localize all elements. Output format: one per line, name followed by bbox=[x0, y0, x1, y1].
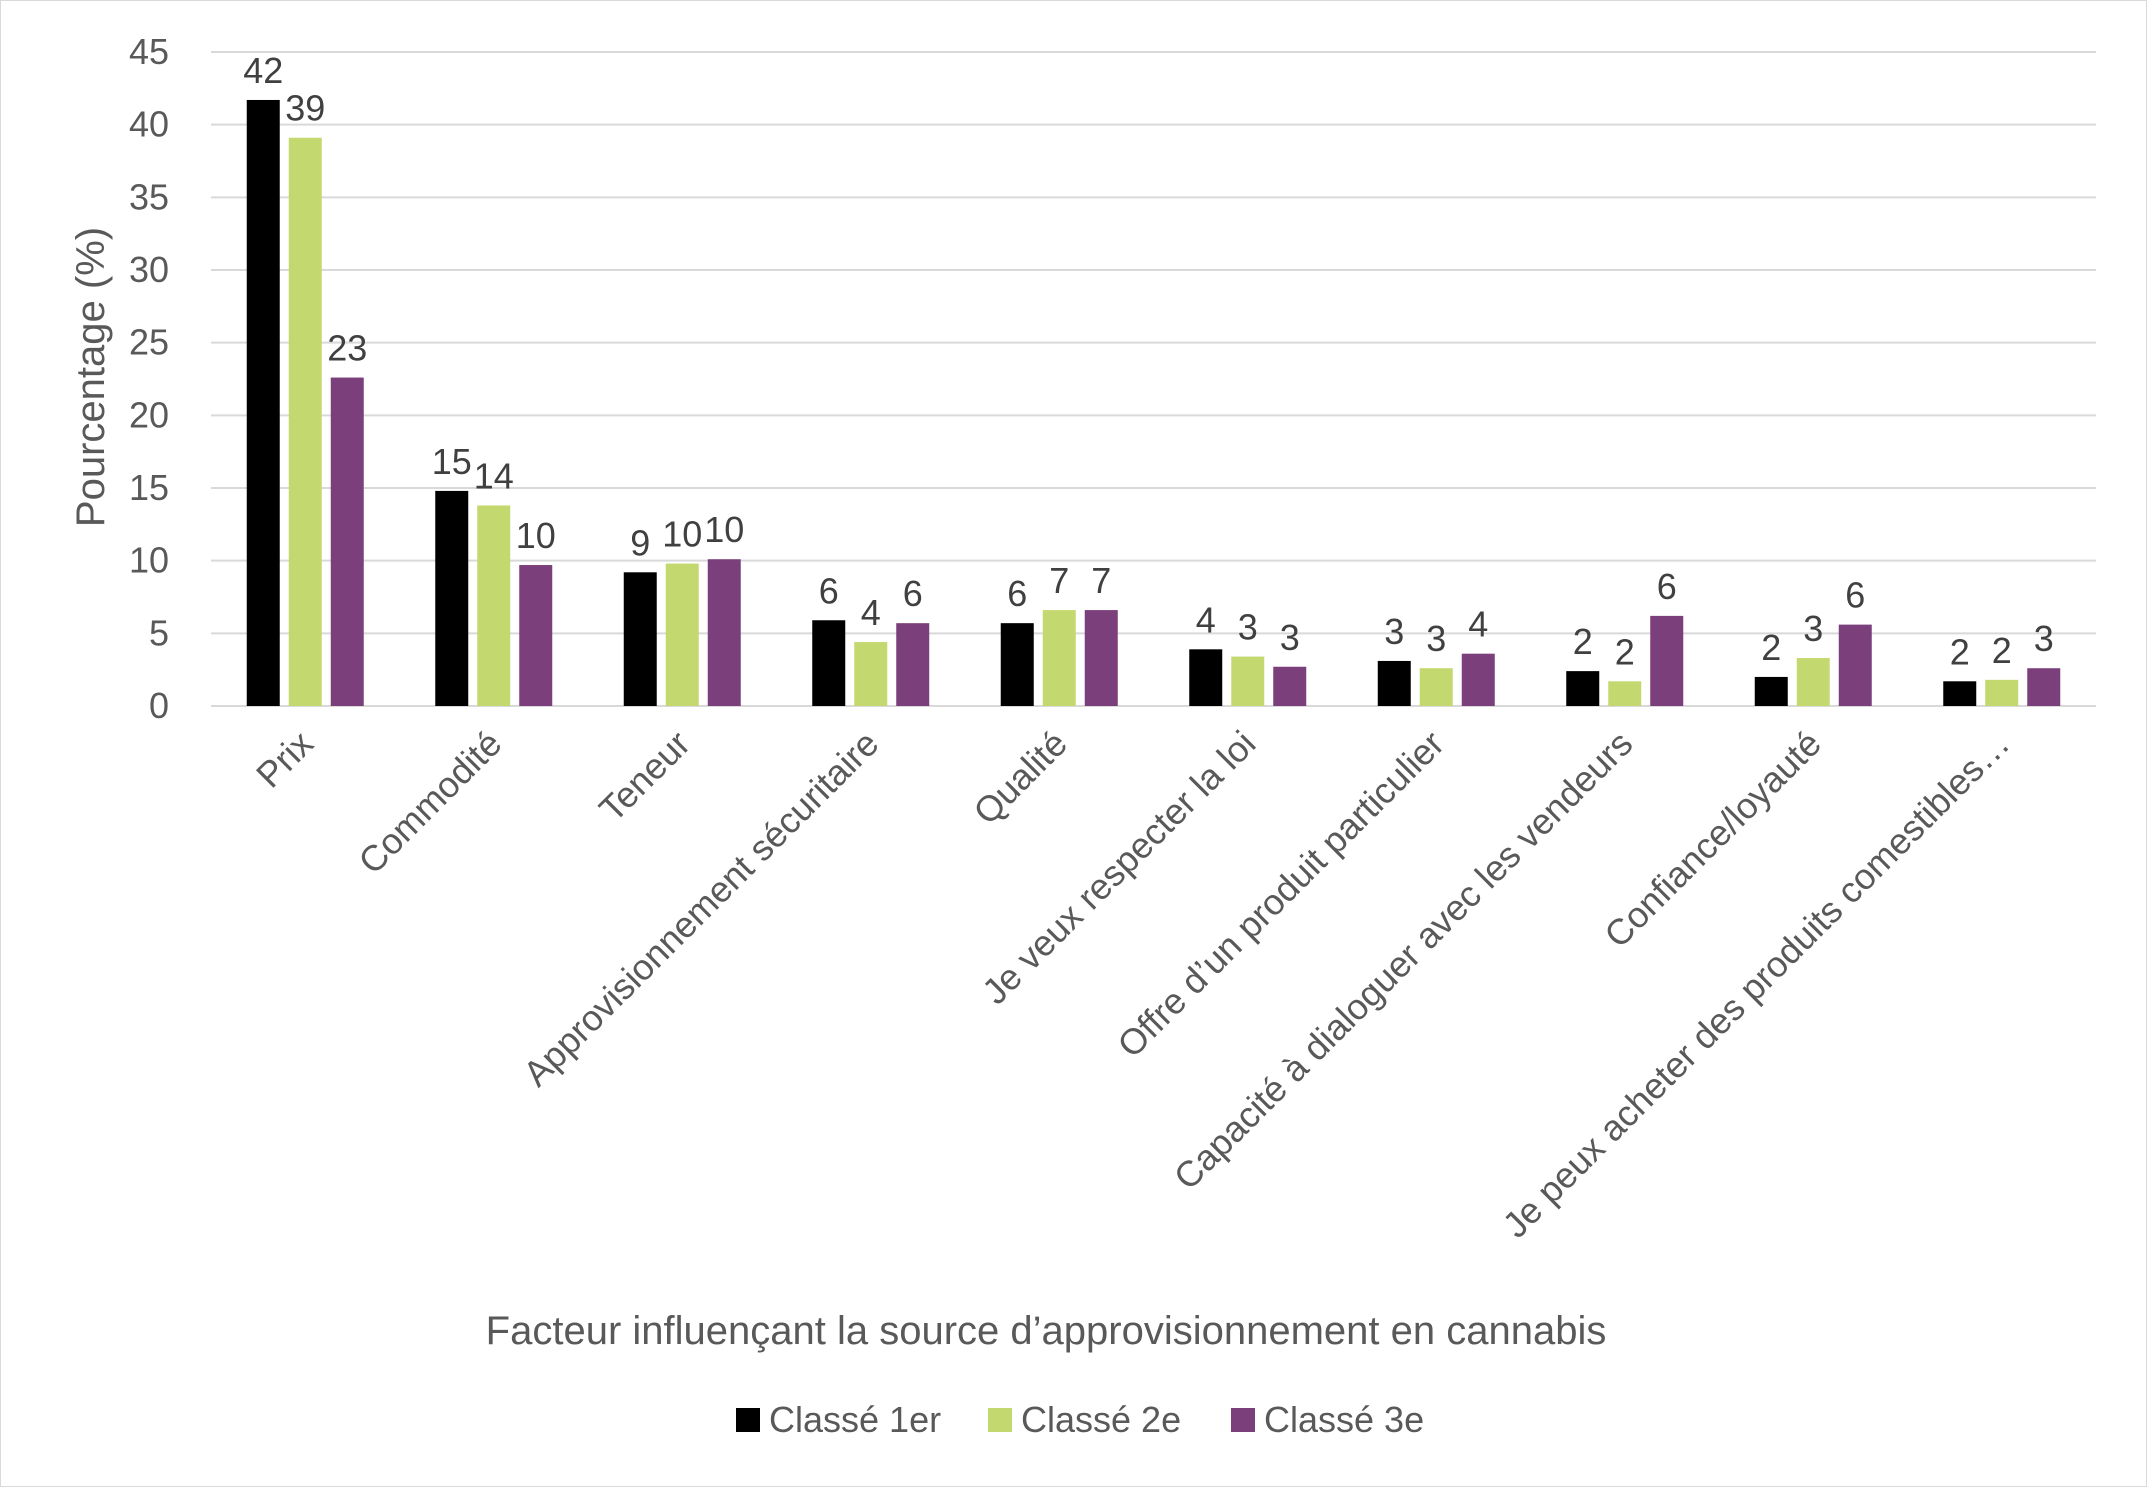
data-label: 3 bbox=[1803, 608, 1823, 649]
bar bbox=[1461, 653, 1495, 706]
bar bbox=[246, 99, 280, 706]
bars bbox=[246, 99, 2061, 706]
x-category-label: Approvisionnement sécuritaire bbox=[515, 723, 886, 1094]
legend-swatch bbox=[988, 1408, 1012, 1432]
bar bbox=[665, 563, 699, 706]
y-tick-label: 30 bbox=[129, 249, 169, 290]
bar bbox=[1985, 679, 2019, 706]
data-label: 42 bbox=[243, 50, 283, 91]
data-label: 6 bbox=[1007, 573, 1027, 614]
data-label: 3 bbox=[1426, 618, 1446, 659]
data-label: 3 bbox=[1280, 617, 1300, 658]
bar bbox=[812, 620, 846, 706]
data-label: 2 bbox=[1761, 627, 1781, 668]
x-category-label: Offre d’un produit particulier bbox=[1109, 723, 1452, 1066]
data-label: 4 bbox=[1196, 599, 1216, 640]
x-axis-title: Facteur influençant la source d’approvis… bbox=[486, 1309, 1607, 1353]
data-label: 7 bbox=[1091, 560, 1111, 601]
bar bbox=[1419, 668, 1453, 706]
data-label: 14 bbox=[474, 455, 514, 496]
y-tick-label: 15 bbox=[129, 467, 169, 508]
legend-swatch bbox=[736, 1408, 760, 1432]
y-axis-ticks: 0 5 10 15 20 25 30 35 40 45 bbox=[129, 31, 169, 726]
data-label: 10 bbox=[516, 515, 556, 556]
data-label: 2 bbox=[1573, 621, 1593, 662]
y-tick-label: 40 bbox=[129, 104, 169, 145]
data-label: 15 bbox=[432, 441, 472, 482]
legend-label: Classé 3e bbox=[1264, 1399, 1424, 1440]
bar bbox=[435, 490, 469, 706]
x-category-label: Qualité bbox=[965, 723, 1075, 833]
bar bbox=[1754, 676, 1788, 706]
y-axis-title: Pourcentage (%) bbox=[69, 227, 113, 527]
bar bbox=[477, 505, 511, 706]
bar bbox=[1566, 671, 1600, 706]
legend: Classé 1er Classé 2e Classé 3e bbox=[736, 1399, 1424, 1440]
bar bbox=[1608, 681, 1642, 706]
data-label: 6 bbox=[903, 573, 923, 614]
y-tick-label: 5 bbox=[149, 612, 169, 653]
bar bbox=[1189, 649, 1223, 706]
data-label: 4 bbox=[861, 592, 881, 633]
data-label: 2 bbox=[1950, 631, 1970, 672]
data-label: 3 bbox=[1384, 611, 1404, 652]
data-label: 3 bbox=[2034, 618, 2054, 659]
x-category-label: Commodité bbox=[350, 723, 509, 882]
data-label: 7 bbox=[1049, 560, 1069, 601]
data-label: 6 bbox=[819, 570, 839, 611]
data-label: 6 bbox=[1845, 575, 1865, 616]
data-label: 10 bbox=[662, 514, 702, 555]
bar bbox=[854, 642, 888, 706]
bar bbox=[519, 565, 553, 706]
x-category-label: Teneur bbox=[591, 723, 698, 830]
bar bbox=[1377, 660, 1411, 706]
data-label: 2 bbox=[1615, 631, 1635, 672]
bar bbox=[1838, 624, 1872, 706]
data-label: 3 bbox=[1238, 607, 1258, 648]
bar bbox=[330, 377, 364, 706]
bar bbox=[1084, 610, 1118, 706]
y-tick-label: 20 bbox=[129, 394, 169, 435]
legend-label: Classé 2e bbox=[1021, 1399, 1181, 1440]
data-label: 39 bbox=[285, 88, 325, 129]
bar bbox=[623, 572, 657, 706]
legend-swatch bbox=[1231, 1408, 1255, 1432]
y-tick-label: 45 bbox=[129, 31, 169, 72]
data-label: 2 bbox=[1992, 630, 2012, 671]
y-tick-label: 25 bbox=[129, 322, 169, 363]
bar bbox=[1273, 666, 1307, 706]
y-tick-label: 10 bbox=[129, 540, 169, 581]
y-tick-label: 0 bbox=[149, 685, 169, 726]
data-label: 10 bbox=[704, 509, 744, 550]
bar bbox=[1042, 610, 1076, 706]
bar bbox=[707, 559, 741, 706]
bar bbox=[288, 137, 322, 706]
y-tick-label: 35 bbox=[129, 176, 169, 217]
bar bbox=[896, 623, 930, 706]
bar bbox=[1000, 623, 1034, 706]
data-label: 6 bbox=[1657, 566, 1677, 607]
bar bbox=[1796, 658, 1830, 706]
data-label: 23 bbox=[327, 328, 367, 369]
bar bbox=[1650, 615, 1684, 706]
bar bbox=[2027, 668, 2061, 706]
data-label: 4 bbox=[1468, 604, 1488, 645]
bar bbox=[1231, 656, 1265, 706]
bar bbox=[1943, 681, 1977, 706]
x-category-label: Prix bbox=[248, 723, 321, 796]
legend-label: Classé 1er bbox=[769, 1399, 941, 1440]
data-label: 9 bbox=[630, 522, 650, 563]
